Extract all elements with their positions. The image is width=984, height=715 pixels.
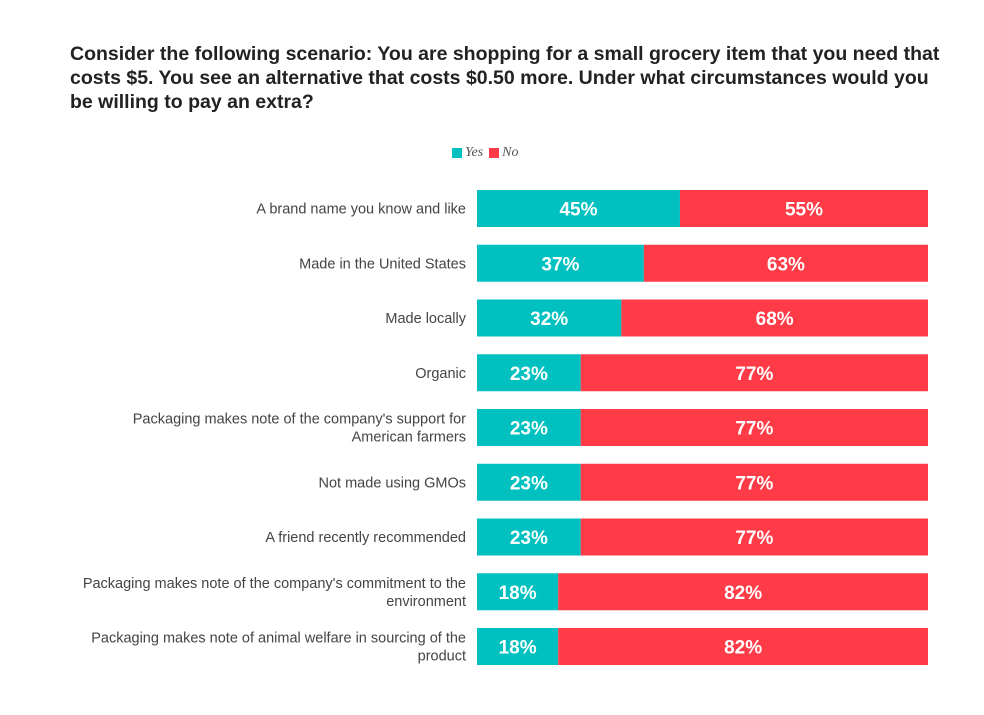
bar-no bbox=[580, 518, 928, 556]
bar-no bbox=[580, 409, 928, 446]
data-label: 82% bbox=[724, 638, 762, 659]
bar-yes bbox=[477, 409, 581, 446]
legend-swatch-no bbox=[489, 148, 500, 158]
legend-swatch-yes bbox=[452, 148, 462, 158]
bar-yes bbox=[477, 628, 559, 665]
legend: Yes No bbox=[452, 145, 519, 161]
data-label: 77% bbox=[735, 419, 773, 440]
data-label: 77% bbox=[735, 473, 773, 494]
category-label: Organic bbox=[415, 366, 466, 382]
bar-no bbox=[558, 573, 928, 611]
data-label: 77% bbox=[735, 528, 773, 549]
data-label: 37% bbox=[541, 254, 579, 275]
data-label: 23% bbox=[510, 364, 548, 385]
data-label: 23% bbox=[510, 473, 548, 494]
category-label: Made locally bbox=[385, 311, 466, 327]
data-label: 55% bbox=[785, 200, 823, 221]
category-label: A friend recently recommended bbox=[265, 530, 466, 546]
legend-item-no: No bbox=[489, 145, 519, 161]
category-label: Made in the United States bbox=[299, 256, 466, 272]
category-label: Packaging makes note of animal welfare i… bbox=[91, 631, 466, 665]
legend-item-yes: Yes bbox=[452, 145, 483, 161]
data-label: 82% bbox=[724, 583, 762, 604]
bar-yes bbox=[477, 299, 622, 337]
data-label: 18% bbox=[499, 638, 537, 659]
data-label: 23% bbox=[510, 528, 548, 549]
bar-yes bbox=[477, 244, 644, 282]
bar-yes bbox=[477, 518, 581, 556]
bar-no bbox=[621, 299, 928, 337]
bar-no bbox=[679, 190, 928, 227]
category-label: Not made using GMOs bbox=[319, 475, 466, 491]
bar-no bbox=[558, 628, 928, 665]
data-label: 23% bbox=[510, 419, 548, 440]
data-label: 68% bbox=[756, 309, 794, 330]
data-label: 32% bbox=[530, 309, 568, 330]
data-label: 63% bbox=[767, 254, 805, 275]
bar-yes bbox=[477, 463, 581, 501]
bar-yes bbox=[477, 573, 559, 611]
category-label: Packaging makes note of the company's co… bbox=[83, 576, 466, 610]
bar-no bbox=[643, 244, 928, 282]
category-label: Packaging makes note of the company's su… bbox=[133, 412, 466, 446]
legend-label-yes: Yes bbox=[465, 145, 484, 160]
data-label: 77% bbox=[735, 364, 773, 385]
chart-title: Consider the following scenario: You are… bbox=[70, 43, 940, 113]
category-label: A brand name you know and like bbox=[256, 202, 466, 218]
bar-yes bbox=[477, 190, 680, 227]
legend-label-no: No bbox=[502, 145, 519, 160]
data-label: 45% bbox=[559, 200, 597, 221]
bar-yes bbox=[477, 354, 581, 392]
bar-no bbox=[580, 354, 928, 392]
bar-no bbox=[580, 463, 928, 501]
data-label: 18% bbox=[499, 583, 537, 604]
